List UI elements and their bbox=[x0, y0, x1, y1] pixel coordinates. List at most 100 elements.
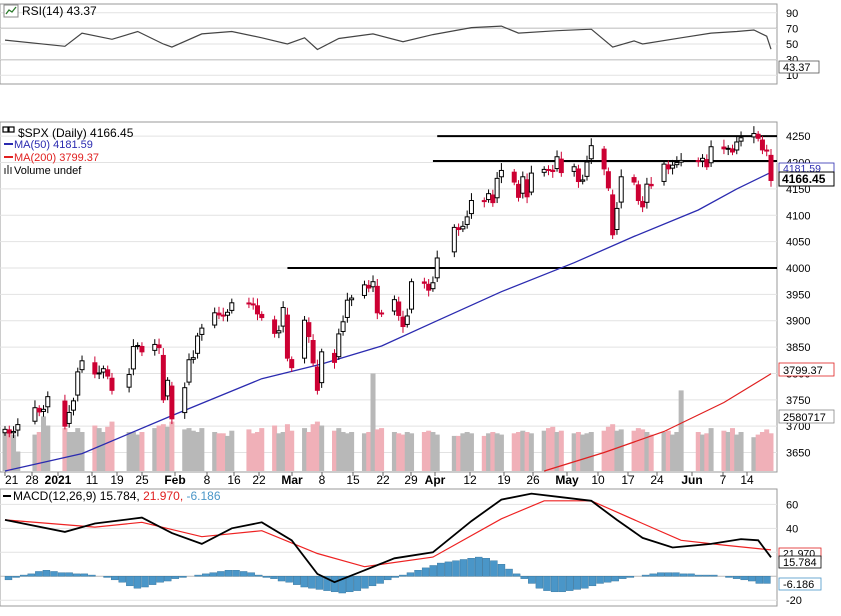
macd-hist-bar bbox=[148, 576, 157, 585]
candle-body bbox=[661, 163, 667, 182]
macd-hist-bar bbox=[421, 567, 430, 577]
volume-bar bbox=[139, 432, 145, 471]
rsi-icon bbox=[5, 6, 17, 15]
volume-value-label: 2580717 bbox=[783, 412, 826, 424]
volume-bar bbox=[66, 432, 72, 471]
macd-hist-bar bbox=[657, 572, 665, 577]
macd-legend-hist: -6.186 bbox=[187, 489, 221, 503]
volume-bar bbox=[601, 430, 607, 471]
volume-bar bbox=[545, 428, 551, 471]
macd-hist-bar bbox=[588, 576, 597, 587]
volume-bar bbox=[11, 434, 17, 471]
x-tick-label: May bbox=[555, 473, 579, 487]
volume-bar bbox=[62, 428, 68, 471]
candle-body bbox=[520, 176, 526, 194]
macd-hist-bar bbox=[603, 576, 612, 583]
macd-hist-bar bbox=[277, 576, 286, 582]
macd-hist-bar bbox=[118, 576, 126, 583]
volume-bar bbox=[584, 433, 590, 471]
macd-hist-bar bbox=[239, 571, 248, 577]
macd-hist-bar bbox=[399, 574, 407, 577]
macd-hist-bar bbox=[437, 562, 445, 577]
candle-body bbox=[580, 179, 586, 182]
candle-body bbox=[306, 322, 312, 338]
ma200-value-label: 3799.37 bbox=[783, 365, 823, 377]
candle-body bbox=[62, 400, 68, 427]
candle-body bbox=[725, 147, 731, 150]
volume-bar bbox=[165, 426, 171, 471]
x-tick-label: Apr bbox=[425, 473, 446, 487]
macd-hist-bar bbox=[255, 574, 263, 577]
candle-body bbox=[738, 137, 744, 142]
last-price-label: 4166.45 bbox=[782, 172, 826, 186]
volume-bar bbox=[310, 424, 316, 471]
volume-bar bbox=[605, 426, 611, 471]
volume-bar bbox=[588, 432, 594, 471]
volume-bar bbox=[361, 433, 367, 471]
candle-body bbox=[601, 148, 607, 170]
candle-body bbox=[2, 428, 8, 434]
macd-hist-bar bbox=[384, 576, 392, 581]
volume-bar bbox=[674, 432, 680, 471]
volume-bar bbox=[528, 433, 534, 471]
price-tick-label: 4000 bbox=[786, 263, 810, 275]
macd-hist-bar bbox=[740, 576, 748, 581]
candle-body bbox=[45, 396, 51, 408]
candle-body bbox=[721, 146, 727, 150]
settings-icon[interactable] bbox=[2, 126, 15, 133]
macd-hist-bar bbox=[596, 576, 604, 584]
candle-body bbox=[289, 359, 295, 369]
candle-body bbox=[729, 148, 735, 153]
x-tick-label: 29 bbox=[404, 473, 418, 487]
volume-bar bbox=[409, 433, 415, 471]
volume-bar bbox=[340, 432, 346, 471]
volume-bar bbox=[665, 430, 671, 471]
candle-body bbox=[259, 313, 265, 319]
candle-body bbox=[545, 168, 551, 171]
volume-bar bbox=[156, 425, 162, 471]
candle-body bbox=[430, 282, 436, 290]
macd-hist-bar bbox=[543, 576, 551, 591]
macd-hist-bar bbox=[528, 576, 536, 584]
candle-body bbox=[618, 176, 624, 203]
volume-bar bbox=[96, 428, 102, 471]
candle-body bbox=[605, 171, 611, 189]
candle-body bbox=[528, 172, 534, 193]
macd-hist-bar bbox=[414, 570, 422, 577]
volume-bar bbox=[280, 432, 286, 471]
candle-body bbox=[302, 319, 308, 359]
candle-body bbox=[571, 166, 577, 172]
volume-bar bbox=[199, 428, 205, 471]
macd-hist-bar bbox=[88, 574, 96, 577]
candle-body bbox=[768, 154, 774, 181]
macd-hist-bar bbox=[338, 576, 346, 594]
candle-body bbox=[464, 216, 470, 225]
candle-body bbox=[404, 315, 410, 325]
candle-body bbox=[734, 141, 740, 151]
x-tick-label: 28 bbox=[25, 473, 39, 487]
macd-hist-bar bbox=[664, 572, 673, 577]
candle-body bbox=[511, 171, 517, 183]
candle-body bbox=[105, 369, 111, 377]
macd-hist-bar bbox=[300, 576, 308, 588]
candle-body bbox=[486, 193, 492, 201]
candle-body bbox=[421, 281, 427, 284]
volume-bar bbox=[41, 416, 47, 471]
price-legend-main: $SPX (Daily) 4166.45 bbox=[18, 126, 134, 140]
candle-body bbox=[284, 314, 290, 359]
candle-body bbox=[182, 387, 188, 414]
volume-bar bbox=[379, 428, 385, 471]
macd-hist-bar bbox=[558, 576, 566, 593]
volume-legend: Volume undef bbox=[14, 165, 82, 177]
volume-bar bbox=[105, 426, 111, 471]
volume-bar bbox=[755, 434, 761, 471]
macd-hist-bar bbox=[672, 572, 680, 577]
macd-legend-text: MACD(12,26,9) 15.784, 21.970, -6.186 bbox=[13, 489, 221, 503]
x-tick-label: 19 bbox=[497, 473, 511, 487]
macd-hist-bar bbox=[179, 576, 187, 578]
candle-body bbox=[152, 343, 158, 351]
macd-hist-bar bbox=[679, 573, 688, 577]
macd-hist-bar bbox=[133, 576, 142, 589]
macd-hist-bar bbox=[42, 570, 51, 577]
x-tick-label: 14 bbox=[740, 473, 754, 487]
